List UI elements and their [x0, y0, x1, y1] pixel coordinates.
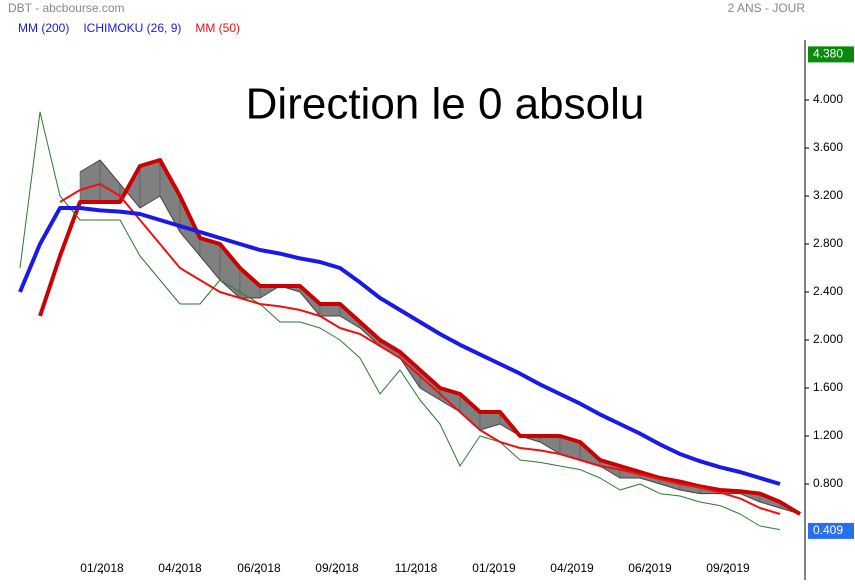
- legend-entry: ICHIMOKU (26, 9): [83, 21, 181, 35]
- x-tick-label: 06/2019: [628, 561, 672, 575]
- y-tick-label: 2.800: [813, 236, 843, 250]
- legend-entry: MM (200): [18, 21, 69, 35]
- span-a-line: [79, 159, 801, 515]
- legend-entry: MM (50): [195, 21, 240, 35]
- price-high-label: 4.380: [813, 47, 843, 61]
- series-line: [19, 111, 781, 531]
- x-tick-label: 01/2018: [80, 561, 124, 575]
- y-tick-label: 3.600: [813, 140, 843, 154]
- price-last-label: 0.409: [813, 523, 843, 537]
- series-line: [59, 183, 781, 515]
- x-tick-label: 09/2019: [706, 561, 750, 575]
- x-tick-label: 11/2018: [395, 561, 438, 575]
- ichimoku-cloud: [139, 159, 161, 209]
- span-b-line: [38, 158, 802, 516]
- x-tick-label: 06/2018: [237, 561, 281, 575]
- y-tick-label: 4.000: [813, 92, 843, 106]
- x-tick-label: 04/2019: [550, 561, 594, 575]
- y-tick-label: 0.800: [813, 476, 843, 490]
- price-high-box: [808, 46, 854, 63]
- x-tick-label: 09/2018: [315, 561, 359, 575]
- y-tick-label: 2.000: [813, 332, 843, 346]
- ichimoku-cloud: [459, 393, 481, 431]
- y-tick-label: 3.200: [813, 188, 843, 202]
- x-tick-label: 04/2018: [158, 561, 202, 575]
- series-line: [18, 206, 781, 486]
- price-last-box: [808, 522, 854, 539]
- annotation: Direction le 0 absolu: [246, 80, 645, 129]
- x-tick-label: 01/2019: [472, 561, 516, 575]
- period: 2 ANS - JOUR: [728, 1, 806, 15]
- source: DBT - abcbourse.com: [8, 1, 125, 15]
- y-tick-label: 1.600: [813, 380, 843, 394]
- y-tick-label: 1.200: [813, 428, 843, 442]
- y-tick-label: 2.400: [813, 284, 843, 298]
